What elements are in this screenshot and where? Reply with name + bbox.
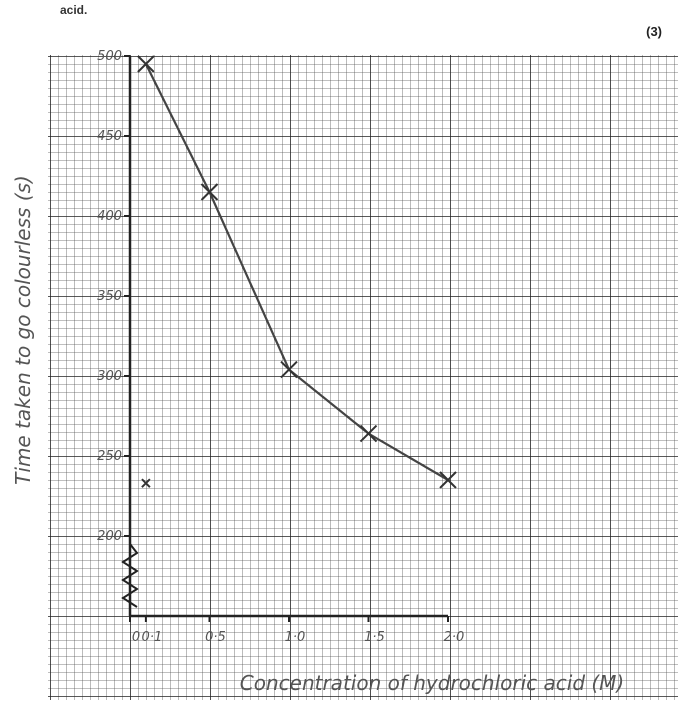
header: acid.: [60, 3, 87, 17]
x-tick-label: 1·5: [364, 630, 385, 645]
data-point: [200, 183, 219, 201]
data-point: [439, 471, 457, 489]
axis-break: [121, 543, 139, 608]
data-point: [359, 424, 378, 443]
x-tick-label: 1·0: [285, 630, 306, 645]
y-tick-label: 400: [97, 209, 122, 224]
x-tick-label: 2·0: [444, 630, 465, 645]
y-axis-label: Time taken to go colourless (s): [11, 175, 35, 485]
graph-paper-major: [48, 55, 678, 700]
marks: (3): [646, 24, 662, 39]
x-tick-label: 0·5: [205, 630, 226, 645]
data-point: [280, 360, 298, 379]
x-tick-label: 0: [132, 630, 140, 645]
y-tick-label: 450: [97, 129, 122, 144]
y-tick-label: 300: [97, 369, 122, 384]
x-tick-label: 0·1: [142, 630, 163, 645]
data-point: [141, 478, 151, 488]
y-tick-label: 500: [97, 49, 122, 64]
data-point: [137, 55, 155, 73]
y-tick-label: 200: [97, 529, 122, 544]
x-axis-label: Concentration of hydrochloric acid (M): [240, 671, 624, 695]
y-tick-label: 350: [97, 289, 122, 304]
y-tick-label: 250: [97, 449, 122, 464]
